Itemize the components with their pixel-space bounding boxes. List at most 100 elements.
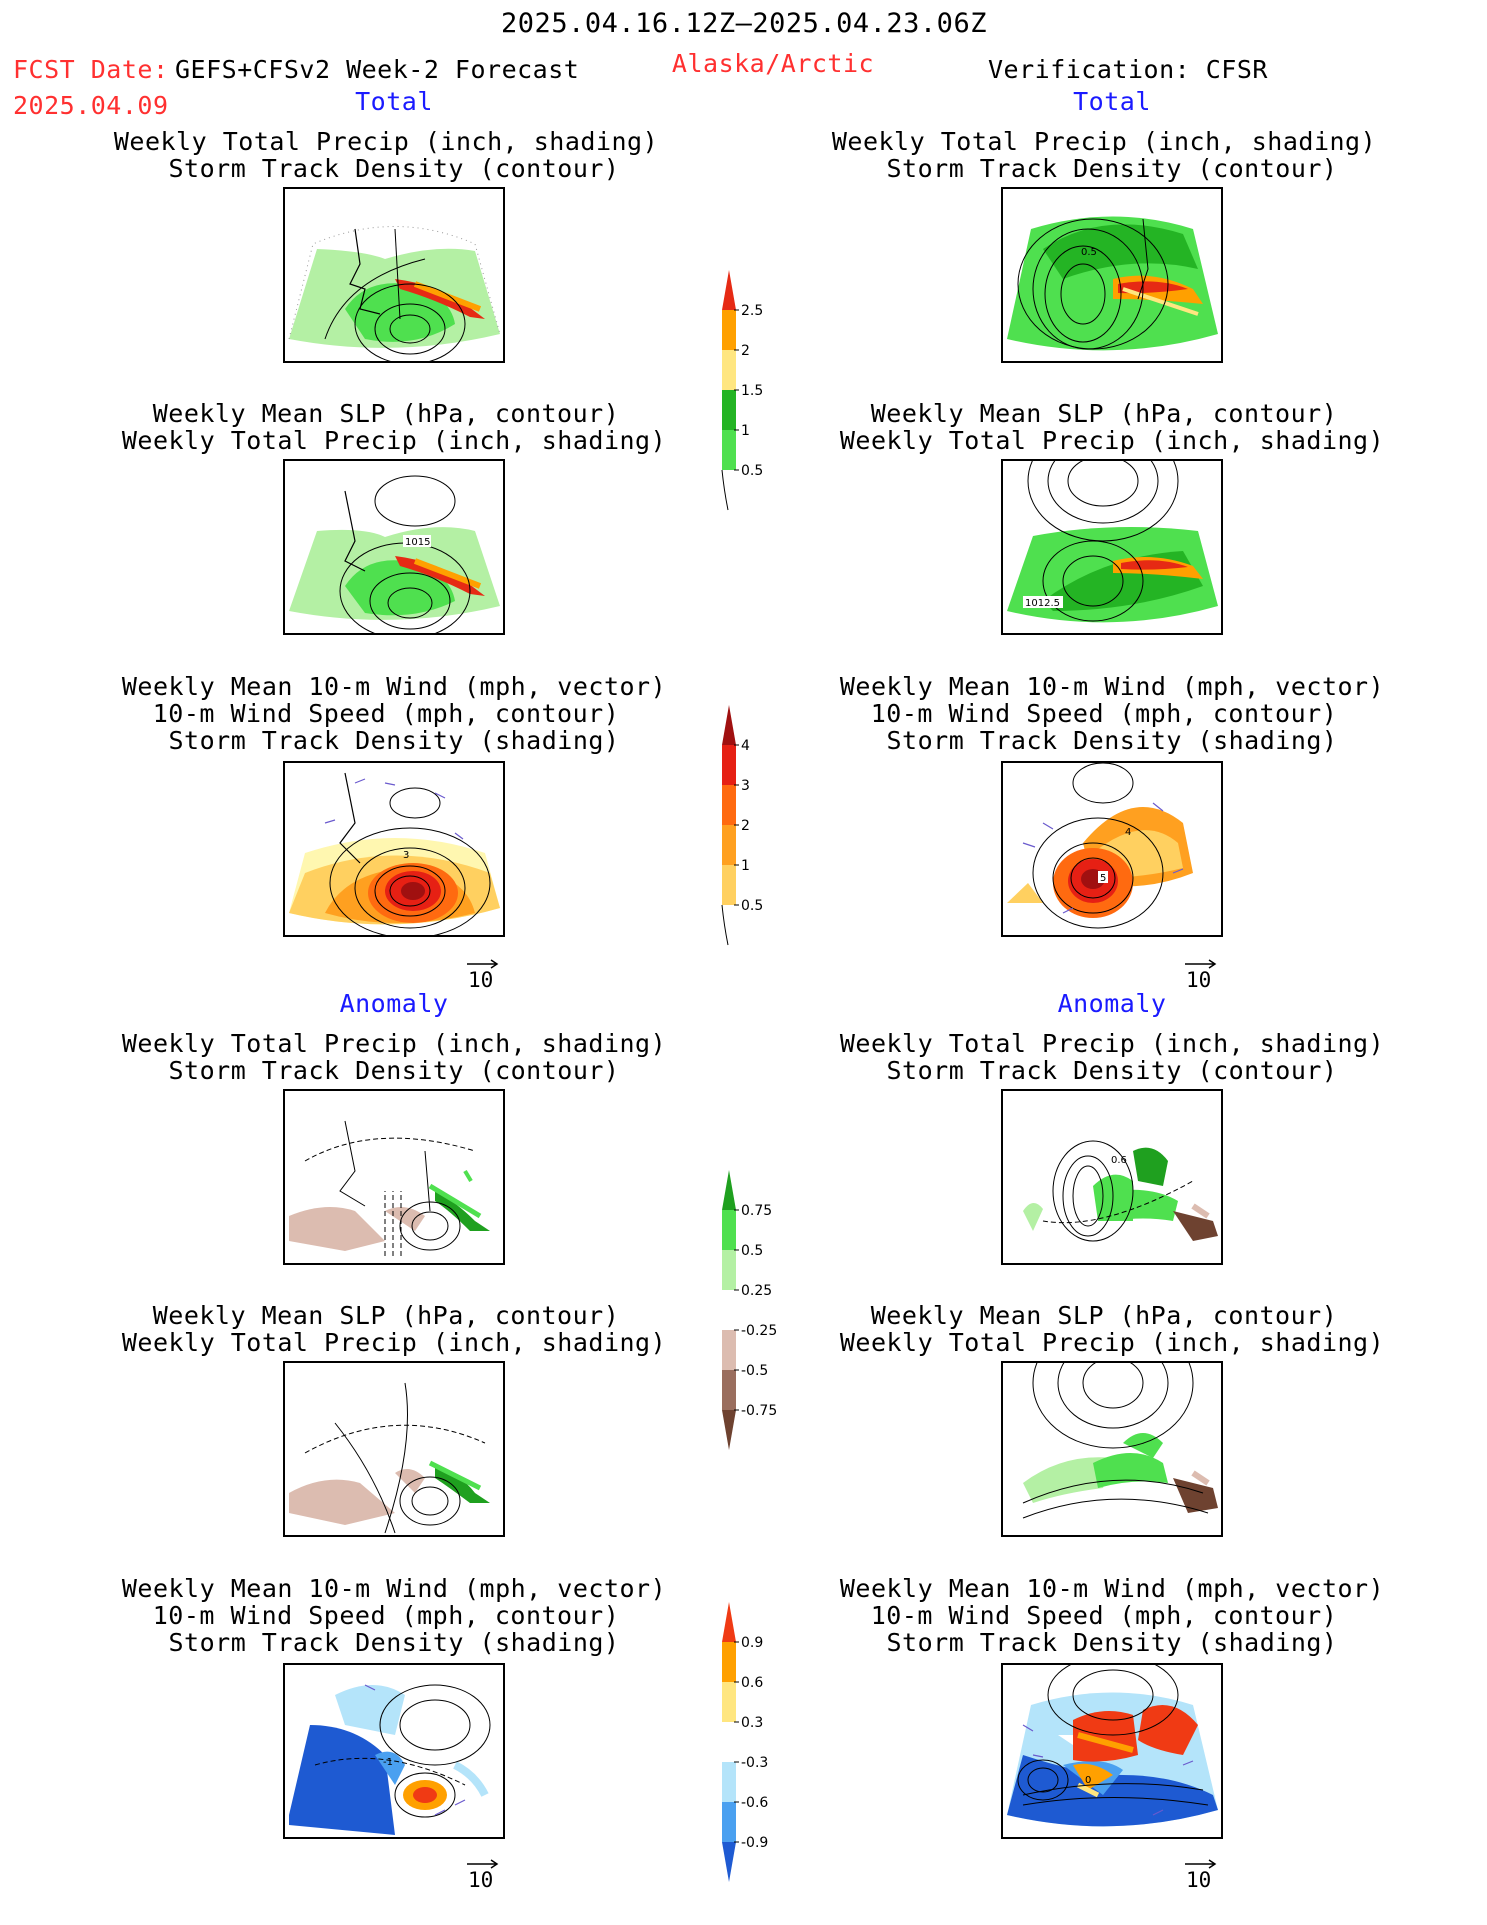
vector-ref-label: 10 <box>1186 968 1212 992</box>
colorbar-label: -0.3 <box>741 1755 768 1771</box>
colorbar-segment <box>722 1250 736 1290</box>
map-verif-anom-slp-precip <box>1001 1361 1223 1537</box>
map-fcst-anom-precip-storm-svg <box>289 1120 500 1256</box>
map-fcst-total-slp-precip-svg: 1015 <box>289 475 500 633</box>
map-verif-anom-precip-storm-svg: 0.6 <box>1007 1128 1218 1253</box>
colorbar-label: 0.6 <box>741 1675 763 1691</box>
title-r5-left-1: Weekly Mean SLP (hPa, contour) <box>152 1301 620 1330</box>
map-fcst-total-slp-precip: 1015 <box>283 459 505 635</box>
colorbar-label: 0.25 <box>741 1283 772 1299</box>
map-fcst-anom-wind-storm-svg: -1 <box>289 1684 500 1835</box>
colorbar-segment <box>722 865 736 905</box>
vector-ref-arrow-icon <box>467 1859 499 1869</box>
contour-label-fcst-anom-wind: -1 <box>383 1757 393 1768</box>
vector-ref-label: 10 <box>468 968 494 992</box>
map-fcst-anom-precip-storm <box>283 1089 505 1265</box>
time-range: 2025.04.16.12Z–2025.04.23.06Z <box>501 8 987 39</box>
title-r1-right-1: Weekly Total Precip (inch, shading) <box>831 127 1377 156</box>
colorbar-total-precip-svg: 2.5 2 1.5 1 0.5 <box>721 270 763 511</box>
colorbar-anom-precip: 0.75 0.5 0.25 -0.25 -0.5 -0.75 <box>718 1168 788 1462</box>
fcst-date: 2025.04.09 <box>13 91 169 120</box>
colorbar-label: -0.75 <box>741 1403 777 1419</box>
section-total-right: Total <box>1073 87 1151 116</box>
region-label: Alaska/Arctic <box>671 49 875 78</box>
title-r1-right-2: Storm Track Density (contour) <box>886 154 1338 183</box>
section-anomaly-right: Anomaly <box>1057 989 1167 1018</box>
colorbar-label: -0.25 <box>741 1323 777 1339</box>
title-r4-left-1: Weekly Total Precip (inch, shading) <box>121 1029 667 1058</box>
colorbar-top-triangle <box>722 270 736 310</box>
colorbar-segment <box>722 1370 736 1410</box>
map-fcst-anom-slp-precip <box>283 1361 505 1537</box>
colorbar-label: 1 <box>741 858 750 874</box>
map-verif-total-slp-precip: 1012.5 <box>1001 459 1223 635</box>
section-total-left: Total <box>355 87 433 116</box>
colorbar-bottom-triangle <box>722 1842 736 1882</box>
map-fcst-total-wind-storm-svg: 3 <box>289 772 500 935</box>
title-r2-left-1: Weekly Mean SLP (hPa, contour) <box>152 399 620 428</box>
colorbar-segment <box>722 310 736 350</box>
colorbar-label: 2.5 <box>741 303 763 319</box>
colorbar-segment <box>722 1762 736 1802</box>
title-r6-left-1: Weekly Mean 10-m Wind (mph, vector) <box>121 1574 667 1603</box>
title-r6-left-2: 10-m Wind Speed (mph, contour) <box>152 1601 620 1630</box>
verification-label: Verification: CFSR <box>988 55 1268 84</box>
contour-label-fcst-slp: 1015 <box>405 537 430 548</box>
colorbar-top-triangle <box>722 705 736 745</box>
title-r5-right-1: Weekly Mean SLP (hPa, contour) <box>870 1301 1338 1330</box>
map-verif-total-wind-storm: 4 5 <box>1001 761 1223 937</box>
colorbar-tail <box>721 469 729 511</box>
colorbar-segment <box>722 350 736 390</box>
colorbar-label: 3 <box>741 778 750 794</box>
contour-label-verif-slp: 1012.5 <box>1025 598 1060 609</box>
colorbar-segment <box>722 825 736 865</box>
colorbar-segment <box>722 1802 736 1842</box>
map-verif-anom-wind-storm-svg: 0 <box>1007 1665 1218 1827</box>
colorbar-segment <box>722 1642 736 1682</box>
title-r4-left-2: Storm Track Density (contour) <box>168 1056 620 1085</box>
map-fcst-total-precip-storm <box>283 187 505 363</box>
title-r3-right-2: 10-m Wind Speed (mph, contour) <box>870 699 1338 728</box>
map-verif-total-precip-storm-svg: 0.5 <box>1007 216 1218 351</box>
colorbar-segment <box>722 1210 736 1250</box>
map-verif-total-precip-storm: 0.5 <box>1001 187 1223 363</box>
vector-ref-label: 10 <box>468 1868 494 1892</box>
contour-label-verif-anom-wind: 0 <box>1085 1775 1091 1786</box>
colorbar-label: 0.5 <box>741 1243 763 1259</box>
colorbar-anom-storm: 0.9 0.6 0.3 -0.3 -0.6 -0.9 <box>718 1600 788 1894</box>
fcst-date-label: FCST Date: <box>13 55 169 84</box>
colorbar-label: 1.5 <box>741 383 763 399</box>
colorbar-top-triangle <box>722 1602 736 1642</box>
colorbar-label: 0.3 <box>741 1715 763 1731</box>
map-verif-anom-precip-storm: 0.6 <box>1001 1089 1223 1265</box>
colorbar-segment <box>722 1682 736 1722</box>
map-verif-anom-wind-storm: 0 <box>1001 1663 1223 1839</box>
colorbar-segment <box>722 430 736 470</box>
colorbar-total-precip: 2.5 2 1.5 1 0.5 <box>718 268 788 562</box>
title-r4-right-2: Storm Track Density (contour) <box>886 1056 1338 1085</box>
title-r3-right-1: Weekly Mean 10-m Wind (mph, vector) <box>839 672 1385 701</box>
contour-label-verif-anom-precip: 0.6 <box>1111 1155 1127 1166</box>
colorbar-label: -0.5 <box>741 1363 768 1379</box>
title-r2-left-2: Weekly Total Precip (inch, shading) <box>121 426 667 455</box>
vector-ref-label: 10 <box>1186 1868 1212 1892</box>
colorbar-label: -0.9 <box>741 1835 768 1851</box>
title-r1-left-1: Weekly Total Precip (inch, shading) <box>113 127 659 156</box>
colorbar-segment <box>722 745 736 785</box>
colorbar-bottom-triangle <box>722 1410 736 1450</box>
colorbar-label: 2 <box>741 343 750 359</box>
colorbar-label: 0.5 <box>741 463 763 479</box>
colorbar-segment <box>722 1722 736 1762</box>
colorbar-top-triangle <box>722 1170 736 1210</box>
vector-ref-arrow-icon <box>467 959 499 969</box>
title-r5-left-2: Weekly Total Precip (inch, shading) <box>121 1328 667 1357</box>
contour-label-fcst-wind: 3 <box>403 850 409 861</box>
title-r4-right-1: Weekly Total Precip (inch, shading) <box>839 1029 1385 1058</box>
title-r6-right-3: Storm Track Density (shading) <box>886 1628 1338 1657</box>
colorbar-total-storm-svg: 4 3 2 1 0.5 <box>721 705 763 946</box>
title-r2-right-1: Weekly Mean SLP (hPa, contour) <box>870 399 1338 428</box>
colorbar-label: 4 <box>741 738 750 754</box>
map-fcst-anom-wind-storm: -1 <box>283 1663 505 1839</box>
title-r6-left-3: Storm Track Density (shading) <box>168 1628 620 1657</box>
map-verif-total-wind-storm-svg: 4 5 <box>1007 763 1218 929</box>
